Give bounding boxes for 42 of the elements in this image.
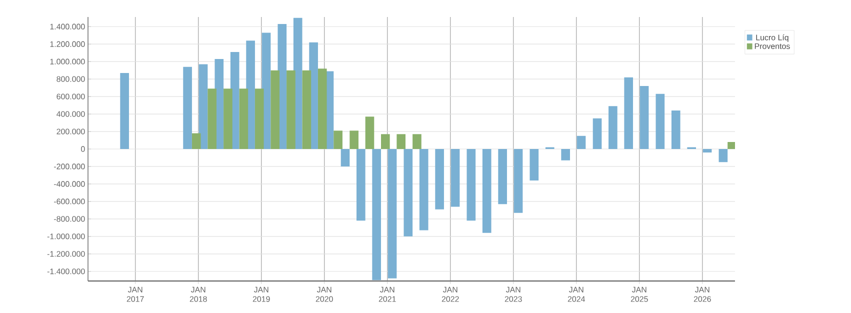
bar	[318, 68, 327, 149]
bar	[380, 134, 390, 149]
bar	[702, 149, 712, 152]
bar	[435, 149, 444, 210]
bar	[498, 149, 507, 204]
bar	[239, 88, 248, 149]
bar	[561, 149, 570, 160]
bar	[624, 77, 634, 149]
bar	[592, 118, 602, 149]
bar	[656, 94, 665, 149]
bar	[482, 149, 492, 233]
bar	[396, 134, 406, 149]
bar	[530, 149, 539, 180]
bar	[270, 70, 280, 149]
bar	[208, 88, 216, 149]
bar	[450, 149, 460, 207]
bar	[671, 110, 680, 149]
bar	[302, 70, 312, 149]
bar	[183, 66, 192, 149]
bar	[120, 72, 129, 149]
bar	[286, 70, 296, 149]
bar	[718, 149, 728, 162]
bar	[404, 149, 413, 236]
bar	[356, 149, 366, 221]
bar	[514, 149, 523, 213]
bar	[466, 149, 476, 221]
bar	[224, 88, 232, 149]
bar	[372, 149, 381, 280]
bar	[388, 149, 397, 278]
bar	[412, 134, 422, 149]
bar	[350, 130, 358, 149]
bar	[365, 116, 374, 149]
bar	[608, 106, 618, 149]
bar	[728, 142, 736, 149]
bar	[334, 130, 342, 149]
bar	[192, 133, 201, 149]
bar	[340, 149, 350, 166]
bar	[640, 86, 649, 149]
bar	[576, 136, 586, 149]
bar	[198, 64, 208, 149]
bar	[254, 88, 264, 149]
bar	[419, 149, 428, 230]
